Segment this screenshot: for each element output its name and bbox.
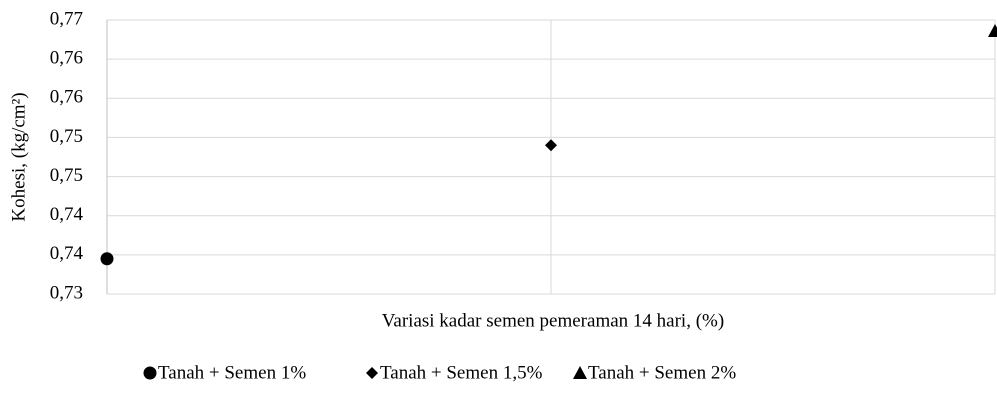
y-tick-label: 0,76 (50, 87, 83, 108)
y-tick-label: 0,77 (50, 8, 83, 29)
legend-label: Tanah + Semen 1,5% (380, 362, 543, 383)
y-tick-label: 0,73 (50, 282, 83, 303)
y-tick-label: 0,76 (50, 48, 83, 69)
y-tick-label: 0,75 (50, 165, 83, 186)
legend-marker (573, 366, 587, 379)
legend-marker (366, 367, 378, 379)
legend-label: Tanah + Semen 1% (158, 362, 306, 383)
y-tick-label: 0,74 (50, 204, 84, 225)
y-tick-label: 0,74 (50, 243, 84, 264)
point (100, 252, 114, 266)
y-axis-label: Kohesi, (kg/cm²) (8, 92, 29, 221)
point (545, 139, 557, 152)
y-tick-label: 0,75 (50, 126, 83, 147)
point (988, 23, 997, 37)
legend-label: Tanah + Semen 2% (588, 362, 736, 383)
legend-marker (143, 366, 157, 380)
x-axis-label: Variasi kadar semen pemeraman 14 hari, (… (382, 310, 724, 331)
